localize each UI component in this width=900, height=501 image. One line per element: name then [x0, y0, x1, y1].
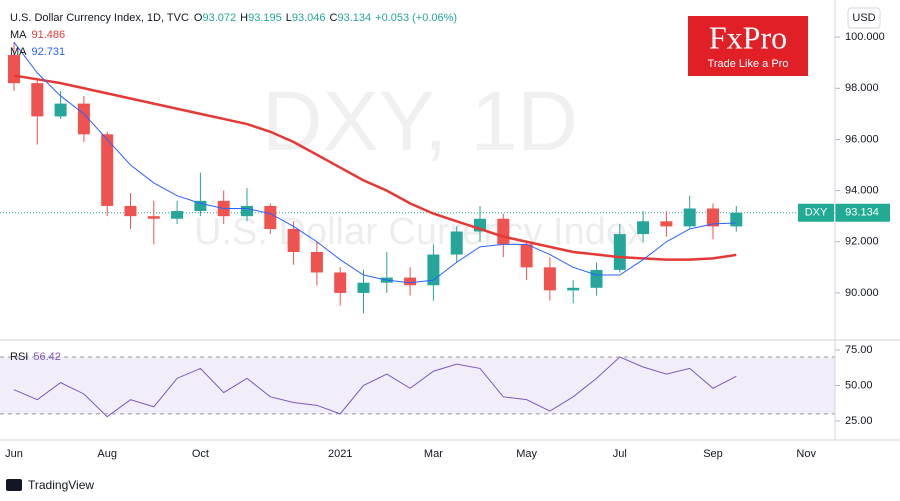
logo-box	[688, 16, 808, 76]
tv-logo	[6, 479, 22, 491]
quote-value: 93.072	[202, 12, 236, 24]
candle-body	[520, 244, 533, 268]
candle-body	[543, 267, 556, 291]
candle-body	[31, 83, 44, 117]
ma-value: 92.731	[32, 46, 66, 58]
y-tick-label: 50.00	[845, 379, 873, 391]
symbol: U.S. Dollar Currency Index, 1D, TVC	[10, 12, 189, 24]
candle-body	[264, 205, 277, 229]
candle-body	[613, 234, 626, 270]
symbol-label: DXY	[805, 207, 828, 219]
logo-name: FxPro	[709, 19, 787, 55]
price-label: 93.134	[845, 207, 879, 219]
currency-label[interactable]: USD	[852, 12, 875, 24]
x-tick-label: Aug	[97, 448, 117, 460]
y-tick-label: 100.000	[845, 31, 885, 43]
candle-body	[590, 269, 603, 288]
watermark: DXY, 1D	[262, 74, 578, 168]
x-tick-label: Jun	[5, 448, 23, 460]
candle-body	[660, 221, 673, 227]
x-tick-label: 2021	[328, 448, 352, 460]
rsi-name: RSI	[10, 351, 28, 363]
candle-body	[147, 216, 160, 219]
currency-button[interactable]	[847, 7, 881, 29]
x-tick-label: May	[516, 448, 537, 460]
quote-key: L	[286, 12, 292, 24]
candle-body	[287, 228, 300, 252]
y-tick-label: 90.000	[845, 287, 879, 299]
ma-name: MA	[10, 29, 27, 41]
candle-body	[730, 212, 743, 227]
x-tick-label: Sep	[703, 448, 723, 460]
y-tick-label: 94.000	[845, 185, 879, 197]
candle-body	[357, 282, 370, 293]
ma-value: 91.486	[32, 29, 66, 41]
quote-key: H	[240, 12, 248, 24]
candle-body	[124, 205, 137, 217]
y-tick-label: 75.00	[845, 344, 873, 356]
candle-body	[54, 103, 67, 117]
rsi-value: 56.42	[33, 351, 61, 363]
candle-body	[334, 272, 347, 293]
y-tick-label: 92.000	[845, 236, 879, 248]
y-tick-label: 25.00	[845, 415, 873, 427]
candle-body	[171, 211, 184, 219]
change: +0.053 (+0.06%)	[375, 12, 457, 24]
rsi-band	[0, 357, 835, 414]
ma-name: MA	[10, 46, 27, 58]
candle-body	[450, 231, 463, 255]
quote-value: 93.195	[248, 12, 282, 24]
watermark-sub: U.S. Dollar Currency Index	[194, 211, 646, 253]
y-tick-label: 98.000	[845, 82, 879, 94]
ma-legend: MA 92.731	[10, 46, 65, 58]
quote-key: O	[194, 12, 203, 24]
x-tick-label: Jul	[613, 448, 627, 460]
candle-body	[310, 251, 323, 273]
candle-body	[707, 208, 719, 227]
moving-average	[13, 41, 737, 284]
moving-average	[13, 74, 737, 261]
quote-value: 93.046	[292, 12, 326, 24]
price-box	[835, 203, 890, 222]
candle-body	[497, 218, 510, 245]
symbol-box	[798, 203, 834, 222]
legend-header: U.S. Dollar Currency Index, 1D, TVC O93.0…	[10, 12, 457, 24]
x-tick-label: Oct	[192, 448, 209, 460]
candle-body	[567, 287, 580, 291]
x-tick-label: Mar	[424, 448, 443, 460]
ma-legend: MA 91.486	[10, 29, 65, 41]
rsi-line	[13, 356, 737, 418]
plot: 90.000 92.000 94.000 96.000 98.000 100.000 25.…	[0, 31, 890, 460]
y-tick-label: 96.000	[845, 133, 879, 145]
candle-body	[194, 200, 207, 212]
quote-key: C	[330, 12, 338, 24]
candle-body	[8, 55, 20, 84]
candle-body	[637, 221, 650, 235]
quote-value: 93.134	[337, 12, 371, 24]
footer[interactable]: TradingView	[28, 478, 94, 492]
rsi-legend: RSI 56.42	[10, 351, 61, 363]
candle-body	[404, 277, 417, 286]
quotes: O93.072 H93.195 L93.046 C93.134	[194, 12, 371, 24]
x-tick-label: Nov	[796, 448, 816, 460]
candle-body	[101, 134, 114, 206]
candle-body	[683, 208, 696, 227]
candle-body	[241, 205, 253, 217]
logo-slogan: Trade Like a Pro	[708, 58, 789, 70]
